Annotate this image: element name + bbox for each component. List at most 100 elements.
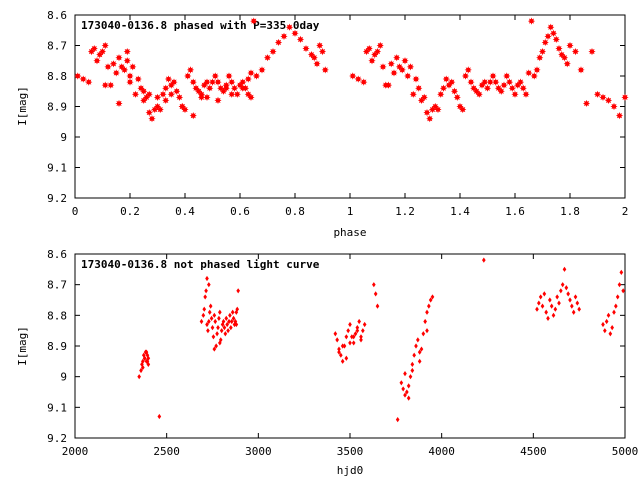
data-point [333,331,338,337]
data-point [162,84,170,92]
data-point [217,315,221,321]
y-tick-label: 8.6 [47,248,67,261]
data-point [412,75,420,83]
data-point [610,325,614,331]
data-point [139,367,143,374]
data-point [387,60,395,68]
data-point [239,84,247,92]
data-point [372,282,376,288]
data-point [557,300,561,306]
data-point [226,328,230,334]
data-point [140,87,148,95]
data-point [412,352,416,358]
data-point [410,361,415,367]
data-point [570,303,574,309]
data-point [207,282,211,288]
data-point [142,355,147,361]
data-point [568,297,572,303]
data-point [419,346,424,352]
data-point [401,57,409,65]
data-point [427,303,431,309]
data-point [74,72,82,80]
data-point [280,32,288,40]
data-point [321,66,329,74]
data-point [549,29,558,37]
data-point [516,78,525,86]
data-point [593,90,602,98]
x-tick-label: 2500 [153,445,180,458]
data-point [141,358,145,364]
data-point [405,389,409,395]
data-point [101,41,109,50]
data-point [546,315,550,321]
data-point [519,84,527,92]
data-point [575,300,580,306]
y-axis-label: I[mag] [16,326,29,366]
data-point [404,72,412,80]
data-point [184,72,192,80]
data-point [203,93,211,101]
data-point [417,358,422,364]
data-point [302,44,310,53]
data-point [206,328,210,334]
data-point [120,66,129,74]
data-point [310,54,318,62]
data-point [560,54,569,62]
data-point [186,66,195,74]
x-axis-label: hjd0 [337,464,364,477]
data-point [115,99,123,108]
y-tick-label: 8.6 [47,9,67,22]
data-point [344,334,349,340]
data-point [247,93,255,101]
y-tick-label: 9.1 [47,162,67,175]
data-point [566,291,570,297]
data-point [353,331,358,337]
data-point [339,352,343,358]
data-point [428,297,433,303]
data-point [615,294,620,300]
data-point [551,312,556,318]
data-point [571,309,576,315]
data-point [140,361,144,367]
x-tick-label: 0 [72,205,79,218]
data-point [522,90,530,98]
data-point [208,303,213,309]
data-point [603,328,607,334]
data-point [208,78,217,86]
data-point [204,288,208,294]
data-point [500,81,508,89]
data-point [604,96,613,104]
data-point [621,93,629,101]
y-tick-label: 8.7 [47,40,67,53]
data-point [511,90,519,98]
data-point [209,315,214,321]
data-point [467,78,475,86]
data-point [481,78,489,86]
x-tick-label: 1.8 [560,205,580,218]
data-point [203,294,207,300]
data-point [410,367,415,374]
data-point [417,349,422,355]
data-point [483,84,492,92]
data-point [608,331,613,337]
x-tick-label: 1.4 [450,205,470,218]
data-point [406,395,411,401]
data-point [425,328,429,334]
data-point [351,340,356,346]
data-point [252,72,261,80]
data-point [144,349,149,355]
data-point [362,321,367,328]
data-point [421,331,426,337]
chart-title: 173040-0136.8 phased with P=335.0day [81,19,320,32]
y-axis-label: I[mag] [16,86,29,126]
x-axis-label: phase [333,226,366,239]
data-point [577,66,585,74]
data-point [442,75,450,83]
y-tick-label: 9.2 [47,432,67,445]
data-point [337,349,341,355]
data-point [503,72,511,80]
data-point [223,331,228,337]
data-point [403,371,407,377]
data-point [222,84,230,92]
data-point [218,340,222,346]
